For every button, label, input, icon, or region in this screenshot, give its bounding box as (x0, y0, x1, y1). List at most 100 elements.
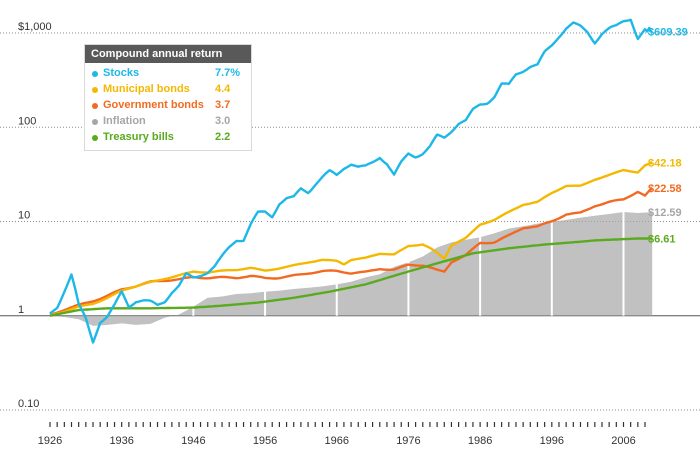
x-tick-mark (515, 422, 517, 427)
series-line-stocks (49, 18, 653, 344)
x-tick-mark (113, 422, 116, 427)
legend-value: 7.7% (215, 67, 241, 79)
x-tick-mark (450, 422, 453, 427)
x-tick-mark (637, 422, 639, 427)
legend-dot-icon (92, 87, 98, 93)
y-axis-labels: $1,000 100 10 1 0.10 (18, 21, 52, 410)
x-tick-mark (622, 422, 625, 427)
legend-dot-icon (92, 135, 98, 141)
x-tick-label: 1976 (396, 435, 420, 447)
x-tick-mark (149, 422, 151, 427)
x-axis: 1926 1936 1946 1956 1966 1976 1986 1996 2006 (38, 422, 646, 447)
x-tick-mark (185, 422, 187, 427)
x-tick-mark (307, 422, 309, 427)
inflation-area-fill (50, 212, 653, 326)
legend-entry: Government bonds 3.7 (85, 98, 251, 114)
x-tick-mark (164, 422, 166, 427)
x-tick-mark (536, 422, 539, 427)
x-tick-label: 1996 (540, 435, 564, 447)
series-line-municipal (49, 161, 653, 317)
x-tick-mark (422, 422, 424, 427)
series-line-treasury (49, 237, 653, 317)
x-tick-mark (508, 422, 510, 427)
legend-value: 3.7 (215, 99, 231, 111)
x-tick-mark (644, 422, 646, 427)
x-tick-mark (558, 422, 560, 427)
x-tick-mark (257, 422, 259, 427)
x-tick-mark (321, 422, 324, 427)
end-labels: $609.39 $42.18 $22.58 $6.61 $12.59 (648, 26, 688, 245)
legend-entry: Municipal bonds 4.4 (85, 82, 251, 98)
x-tick-mark (214, 422, 216, 427)
x-tick-mark (572, 422, 574, 427)
x-tick-mark (300, 422, 302, 427)
x-tick-label: 1936 (109, 435, 133, 447)
y-tick-label: 10 (18, 210, 30, 222)
x-tick-mark (142, 422, 144, 427)
x-tick-label: 1956 (253, 435, 277, 447)
x-tick-label: 1946 (181, 435, 205, 447)
x-tick-mark (486, 422, 488, 427)
legend-title: Compound annual return (85, 45, 251, 63)
y-tick-label: 1 (18, 304, 24, 316)
x-tick-mark (135, 422, 137, 427)
x-tick-mark (328, 422, 331, 427)
end-label-government: $22.58 (648, 183, 682, 195)
x-tick-label: 1966 (325, 435, 349, 447)
x-tick-mark (221, 422, 223, 427)
x-tick-label: 1926 (38, 435, 62, 447)
legend-name: Treasury bills (103, 131, 174, 143)
end-label-inflation: $12.59 (648, 207, 682, 219)
x-tick-mark (314, 422, 316, 427)
x-tick-mark (501, 422, 503, 427)
x-tick-mark (443, 422, 445, 427)
legend-name: Government bonds (103, 99, 204, 111)
x-tick-mark (415, 422, 417, 427)
x-tick-mark (171, 422, 173, 427)
x-tick-mark (615, 422, 617, 427)
legend-dot-icon (92, 119, 98, 125)
x-tick-mark (608, 422, 610, 427)
x-tick-mark (70, 422, 73, 427)
end-label-municipal: $42.18 (648, 158, 682, 170)
x-tick-mark (436, 422, 438, 427)
x-tick-mark (228, 422, 230, 427)
x-tick-mark (400, 422, 402, 427)
x-tick-mark (49, 422, 51, 427)
legend-value: 2.2 (215, 131, 231, 143)
x-tick-mark (106, 422, 108, 427)
legend-entry: Treasury bills 2.2 (85, 130, 251, 146)
x-tick-mark (264, 422, 266, 427)
x-tick-mark (465, 422, 467, 427)
x-tick-mark (379, 422, 381, 427)
x-tick-mark (350, 422, 352, 427)
x-tick-mark (393, 422, 395, 427)
x-tick-mark (386, 422, 388, 427)
inflation-area (50, 193, 653, 326)
x-tick-mark (493, 422, 496, 427)
x-tick-mark (235, 422, 237, 427)
x-tick-mark (429, 422, 431, 427)
x-tick-mark (594, 422, 596, 427)
y-tick-label: 100 (18, 115, 36, 127)
x-tick-mark (601, 422, 603, 427)
x-tick-mark (565, 422, 567, 427)
end-label-stocks: $609.39 (648, 26, 688, 38)
x-tick-mark (458, 422, 460, 427)
x-tick-mark (85, 422, 87, 427)
legend: Compound annual return Stocks 7.7% Municip… (84, 44, 252, 151)
x-tick-mark (551, 422, 553, 427)
x-tick-mark (343, 422, 345, 427)
x-tick-mark (242, 422, 245, 427)
legend-value: 3.0 (215, 115, 231, 127)
x-tick-mark (522, 422, 524, 427)
x-tick-mark (579, 422, 582, 427)
x-tick-mark (271, 422, 273, 427)
x-tick-mark (178, 422, 180, 427)
x-tick-mark (278, 422, 280, 427)
x-tick-mark (99, 422, 101, 427)
x-tick-mark (121, 422, 123, 427)
x-tick-mark (63, 422, 65, 427)
legend-name: Municipal bonds (103, 83, 190, 95)
